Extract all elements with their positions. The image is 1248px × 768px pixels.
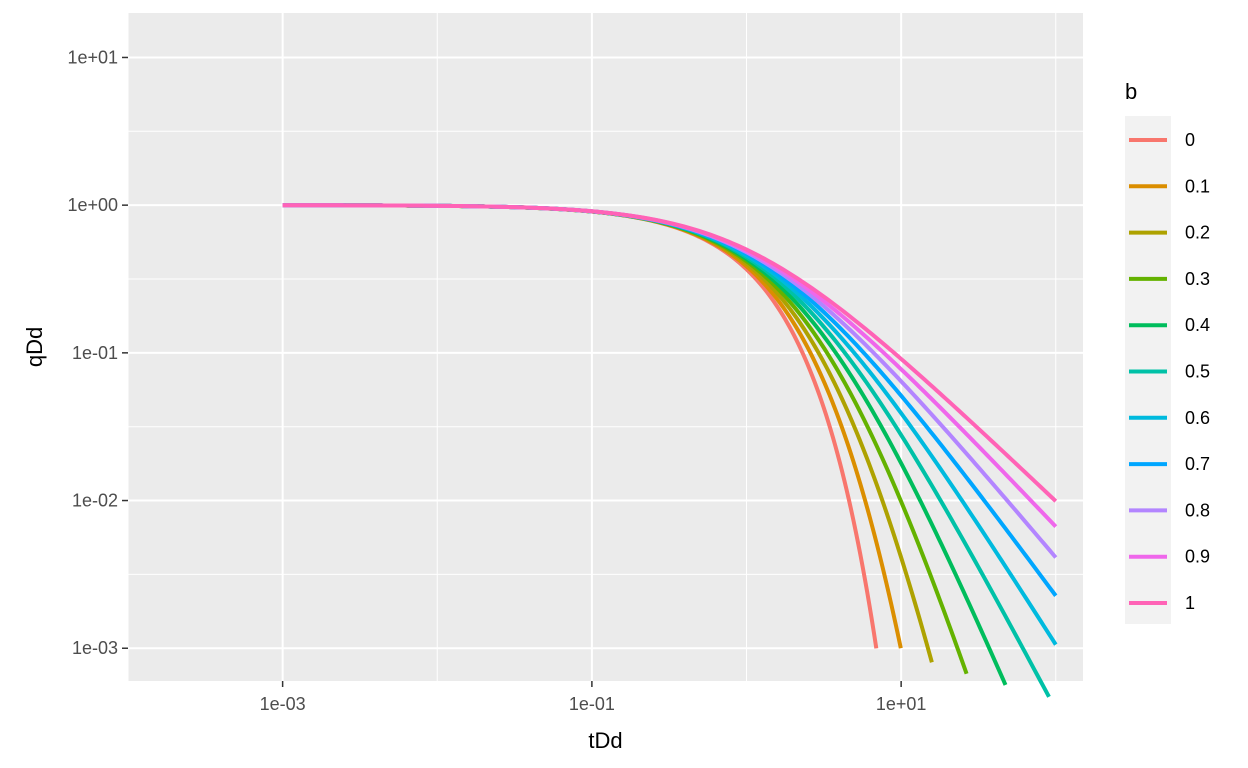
legend-label-b-0.3: 0.3 <box>1185 269 1210 289</box>
y-tick-label: 1e-01 <box>72 343 118 363</box>
legend-label-b-1: 1 <box>1185 593 1195 613</box>
x-tick-label: 1e-03 <box>260 694 306 714</box>
y-tick-label: 1e+00 <box>67 195 118 215</box>
legend-label-b-0.8: 0.8 <box>1185 500 1210 520</box>
y-axis-ticks: 1e+01 1e+00 1e-01 1e-02 1e-03 <box>67 47 128 658</box>
legend-label-b-0.2: 0.2 <box>1185 223 1210 243</box>
series-line-b-1 <box>282 203 1058 503</box>
x-axis-ticks: 1e-03 1e-01 1e+01 <box>260 681 927 714</box>
major-gridlines <box>128 13 1083 681</box>
minor-gridlines <box>127 13 1083 681</box>
y-tick-label: 1e-03 <box>72 638 118 658</box>
legend-items: 0 0.1 0.2 0.3 0.4 0.5 0.6 0.7 0.8 0.9 1 <box>1129 130 1210 613</box>
x-axis-title: tDd <box>588 728 622 753</box>
legend-label-b-0: 0 <box>1185 130 1195 150</box>
series-lines <box>282 203 1058 698</box>
legend-label-b-0.7: 0.7 <box>1185 454 1210 474</box>
x-tick-label: 1e+01 <box>876 694 927 714</box>
legend-label-b-0.5: 0.5 <box>1185 362 1210 382</box>
y-tick-label: 1e-02 <box>72 491 118 511</box>
legend-title: b <box>1125 79 1137 104</box>
legend-label-b-0.4: 0.4 <box>1185 315 1210 335</box>
legend: b 0 0.1 0.2 0.3 0.4 0.5 0.6 0.7 0.8 0.9 1 <box>1125 79 1210 624</box>
y-axis-title: qDd <box>22 327 47 367</box>
legend-label-b-0.1: 0.1 <box>1185 176 1210 196</box>
y-tick-label: 1e+01 <box>67 47 118 67</box>
legend-label-b-0.9: 0.9 <box>1185 547 1210 567</box>
legend-label-b-0.6: 0.6 <box>1185 408 1210 428</box>
x-tick-label: 1e-01 <box>569 694 615 714</box>
plot-panel <box>128 13 1083 681</box>
